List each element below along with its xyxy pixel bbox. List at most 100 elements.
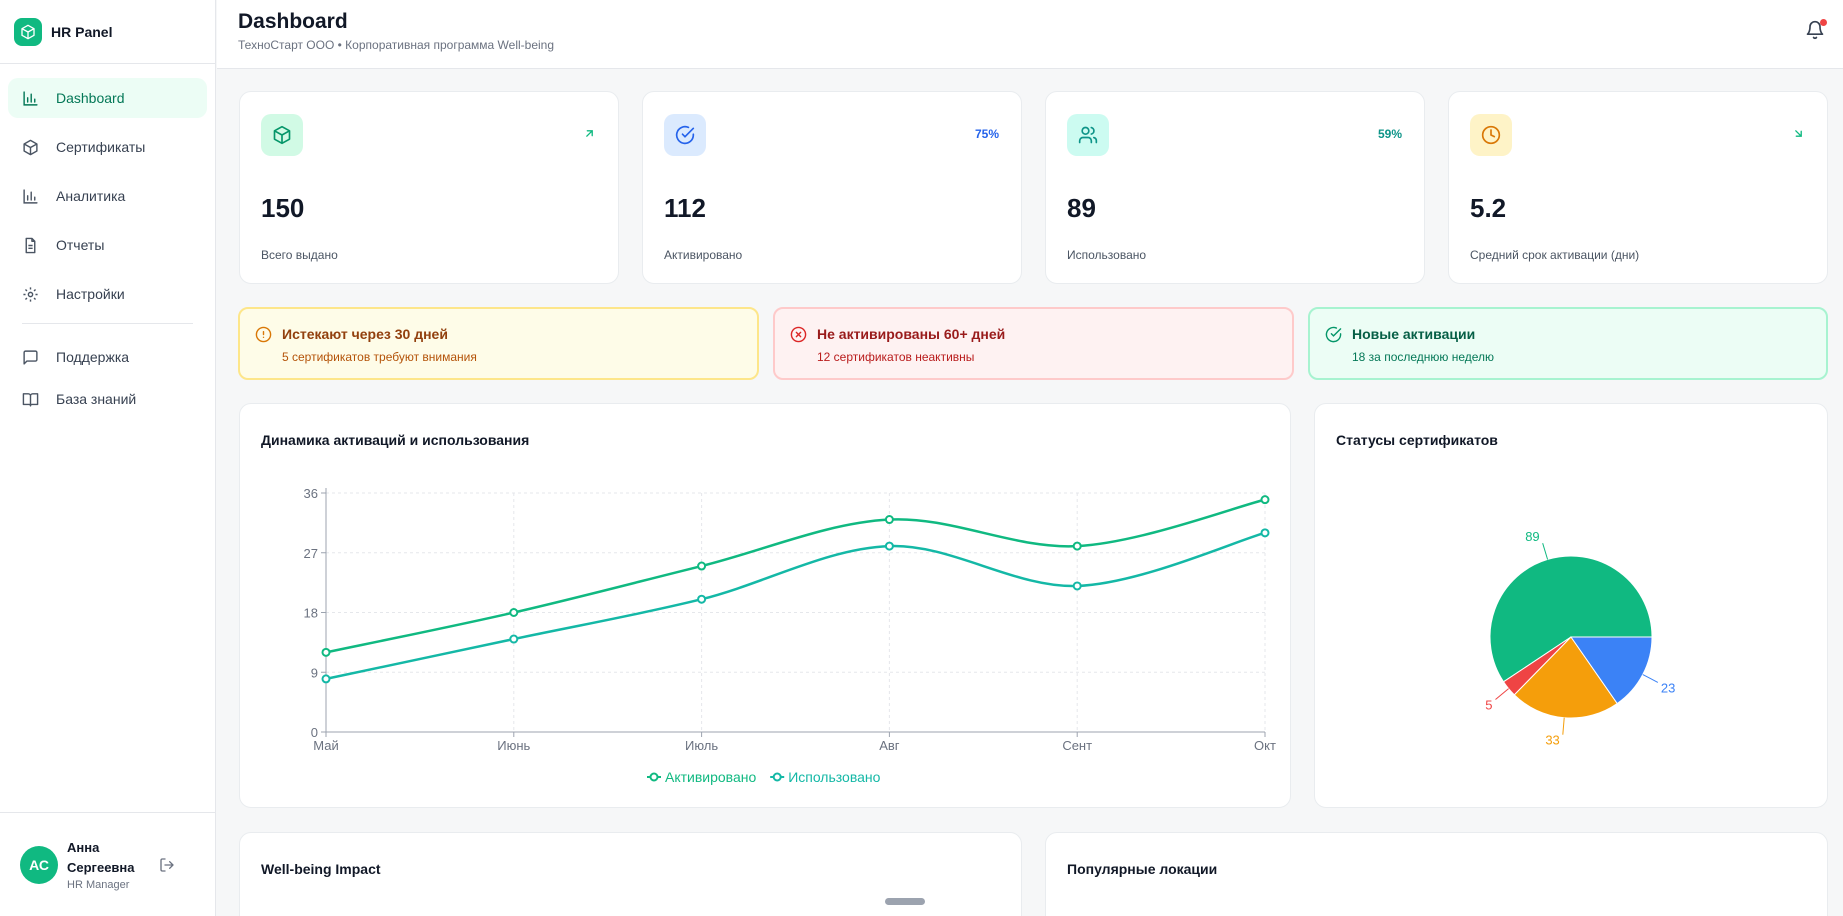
legend-marker (772, 772, 782, 782)
data-point (321, 674, 331, 684)
x-tick-label: Июль (685, 738, 718, 753)
arrow-down-right-icon (1792, 127, 1805, 143)
sidebar-item-label: Настройки (56, 286, 125, 302)
bar-chart-icon (23, 188, 38, 204)
sidebar-item-label: Сертификаты (56, 139, 146, 155)
popular-locations-card: Популярные локации (1045, 832, 1828, 916)
sidebar-item-label: Отчеты (56, 237, 105, 253)
sidebar-nav: Dashboard Сертификаты Аналитика Отчеты Н… (0, 64, 215, 416)
stat-value: 112 (664, 193, 706, 223)
pie-label-line (1542, 543, 1549, 560)
sidebar-item-label: Поддержка (56, 349, 130, 365)
scroll-handle[interactable] (885, 898, 925, 905)
series-line (325, 531, 1266, 681)
panel-title: Популярные локации (1067, 861, 1218, 877)
stat-card-activation-time: 5.2 Средний срок активации (дни) (1448, 91, 1828, 284)
pie-label: 89 (1525, 529, 1539, 544)
sidebar-item-analytics[interactable]: Аналитика (8, 176, 207, 216)
sidebar-item-label: Dashboard (56, 90, 125, 106)
alert-expiring[interactable]: Истекают через 30 дней 5 сертификатов тр… (238, 307, 759, 380)
check-circle-icon (1325, 326, 1342, 343)
stat-value: 89 (1067, 193, 1096, 223)
data-point (884, 515, 894, 525)
alert-new-activations[interactable]: Новые активации 18 за последнюю неделю (1308, 307, 1828, 380)
stat-label: Средний срок активации (дни) (1470, 248, 1640, 262)
sidebar-item-dashboard[interactable]: Dashboard (8, 78, 207, 118)
document-icon (25, 237, 36, 253)
sidebar: HR Panel Dashboard Сертификаты Аналитика… (0, 0, 216, 916)
pie-slice (1570, 636, 1653, 705)
stat-label: Всего выдано (261, 248, 338, 262)
data-point (1260, 528, 1270, 538)
users-icon (1067, 114, 1109, 156)
sidebar-item-settings[interactable]: Настройки (8, 274, 207, 314)
user-name: Анна Сергеевна (67, 839, 135, 875)
pie-label-line (1562, 717, 1565, 735)
sidebar-item-label: База знаний (56, 391, 137, 407)
sidebar-item-certificates[interactable]: Сертификаты (8, 127, 207, 167)
package-icon (23, 139, 38, 155)
notification-badge (1820, 19, 1827, 26)
pie-label: 23 (1661, 680, 1675, 695)
sidebar-item-label: Аналитика (56, 188, 126, 204)
data-point (509, 634, 519, 644)
bell-icon (1806, 20, 1824, 40)
arrow-up-right-icon (583, 127, 596, 143)
y-tick-label: 9 (311, 665, 318, 680)
y-tick-label: 18 (304, 606, 318, 621)
book-icon (22, 392, 39, 407)
data-point (1072, 541, 1082, 551)
package-icon (14, 17, 42, 46)
alert-subtitle: 12 сертификатов неактивны (817, 350, 975, 364)
activity-chart-card: Динамика активаций и использования 0 9 18 2… (239, 403, 1291, 808)
data-point (697, 594, 707, 604)
alert-subtitle: 18 за последнюю неделю (1352, 350, 1495, 364)
y-tick-label: 27 (304, 546, 318, 561)
divider (22, 323, 193, 324)
alert-not-activated[interactable]: Не активированы 60+ дней 12 сертификатов… (773, 307, 1294, 380)
pie-label: 33 (1545, 733, 1559, 748)
status-chart-card: Статусы сертификатов 89 5 33 23 (1314, 403, 1828, 808)
y-tick-label: 0 (311, 725, 318, 740)
pie-label: 5 (1485, 697, 1492, 712)
stat-card-activated: 75% 112 Активировано (642, 91, 1022, 284)
data-point (697, 561, 707, 571)
legend-label: Активировано (665, 769, 756, 785)
x-tick-label: Июнь (497, 738, 530, 753)
notifications-button[interactable] (1805, 19, 1827, 40)
stat-trend: 75% (974, 127, 999, 141)
data-point (509, 608, 519, 617)
legend-label: Использовано (788, 769, 880, 785)
clock-icon (1470, 114, 1512, 156)
data-point (321, 647, 331, 657)
sidebar-item-reports[interactable]: Отчеты (8, 225, 207, 265)
brand-name: HR Panel (51, 23, 113, 40)
stat-value: 150 (261, 193, 305, 223)
avatar[interactable]: АС (20, 845, 58, 884)
x-tick-label: Сент (1062, 738, 1092, 753)
data-point (884, 541, 894, 551)
alert-circle-icon (255, 326, 272, 343)
stat-trend: 59% (1377, 127, 1402, 141)
header: Dashboard ТехноСтарт ООО • Корпоративная… (217, 0, 1843, 69)
page-subtitle: ТехноСтарт ООО • Корпоративная программа… (238, 38, 555, 52)
stat-value: 5.2 (1470, 193, 1507, 223)
brand[interactable]: HR Panel (0, 0, 215, 64)
bar-chart-icon (23, 90, 38, 106)
sidebar-item-support[interactable]: Поддержка (8, 340, 207, 374)
pie-chart: 89 5 33 23 (1485, 529, 1675, 748)
logout-icon[interactable] (159, 857, 175, 873)
stat-card-used: 59% 89 Использовано (1045, 91, 1425, 284)
alert-title: Не активированы 60+ дней (817, 326, 1006, 342)
alert-title: Истекают через 30 дней (282, 326, 448, 342)
check-circle-icon (664, 114, 706, 156)
panel-title: Well-being Impact (261, 861, 381, 877)
sidebar-item-knowledge-base[interactable]: База знаний (8, 382, 207, 416)
y-tick-label: 36 (304, 486, 318, 501)
data-point (1260, 495, 1270, 505)
chart-title: Статусы сертификатов (1336, 432, 1498, 448)
x-tick-label: Окт (1254, 738, 1276, 753)
x-tick-label: Май (313, 738, 338, 753)
chart-title: Динамика активаций и использования (261, 432, 530, 448)
page-title: Dashboard (238, 10, 348, 33)
